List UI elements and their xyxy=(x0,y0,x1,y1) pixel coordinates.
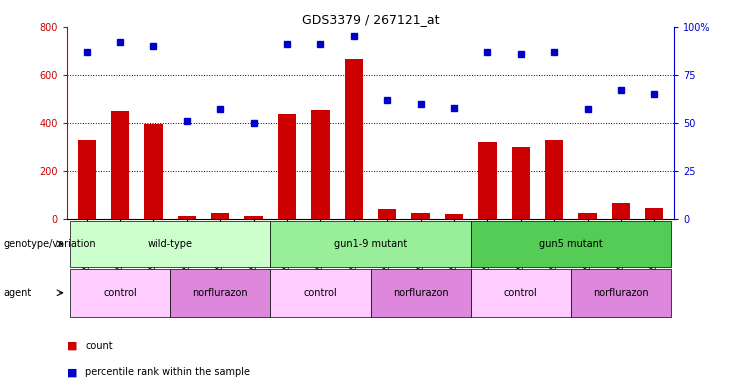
Text: control: control xyxy=(504,288,538,298)
Bar xyxy=(471,269,571,317)
Bar xyxy=(578,213,597,219)
Bar xyxy=(270,221,471,267)
Text: agent: agent xyxy=(4,288,32,298)
Bar xyxy=(270,269,370,317)
Bar xyxy=(178,216,196,219)
Bar xyxy=(70,221,270,267)
Bar xyxy=(378,209,396,219)
Text: wild-type: wild-type xyxy=(147,239,193,249)
Bar xyxy=(245,217,263,219)
Bar xyxy=(478,142,496,219)
Text: ■: ■ xyxy=(67,341,77,351)
Text: gun1-9 mutant: gun1-9 mutant xyxy=(334,239,407,249)
Text: control: control xyxy=(304,288,337,298)
Text: genotype/variation: genotype/variation xyxy=(4,239,96,249)
Text: norflurazon: norflurazon xyxy=(393,288,448,298)
Text: percentile rank within the sample: percentile rank within the sample xyxy=(85,367,250,377)
Bar xyxy=(278,114,296,219)
Bar xyxy=(612,203,630,219)
Bar xyxy=(311,110,330,219)
Text: control: control xyxy=(103,288,137,298)
Bar xyxy=(471,221,671,267)
Text: norflurazon: norflurazon xyxy=(193,288,248,298)
Bar xyxy=(70,269,170,317)
Title: GDS3379 / 267121_at: GDS3379 / 267121_at xyxy=(302,13,439,26)
Bar xyxy=(144,124,163,219)
Bar xyxy=(411,213,430,219)
Bar xyxy=(445,214,463,219)
Bar xyxy=(345,59,363,219)
Text: norflurazon: norflurazon xyxy=(593,288,648,298)
Bar xyxy=(511,147,530,219)
Bar xyxy=(111,111,129,219)
Bar xyxy=(645,208,663,219)
Bar xyxy=(571,269,671,317)
Bar xyxy=(370,269,471,317)
Text: count: count xyxy=(85,341,113,351)
Bar xyxy=(545,140,563,219)
Bar xyxy=(78,140,96,219)
Text: gun5 mutant: gun5 mutant xyxy=(539,239,602,249)
Bar xyxy=(170,269,270,317)
Text: ■: ■ xyxy=(67,367,77,377)
Bar xyxy=(211,213,230,219)
